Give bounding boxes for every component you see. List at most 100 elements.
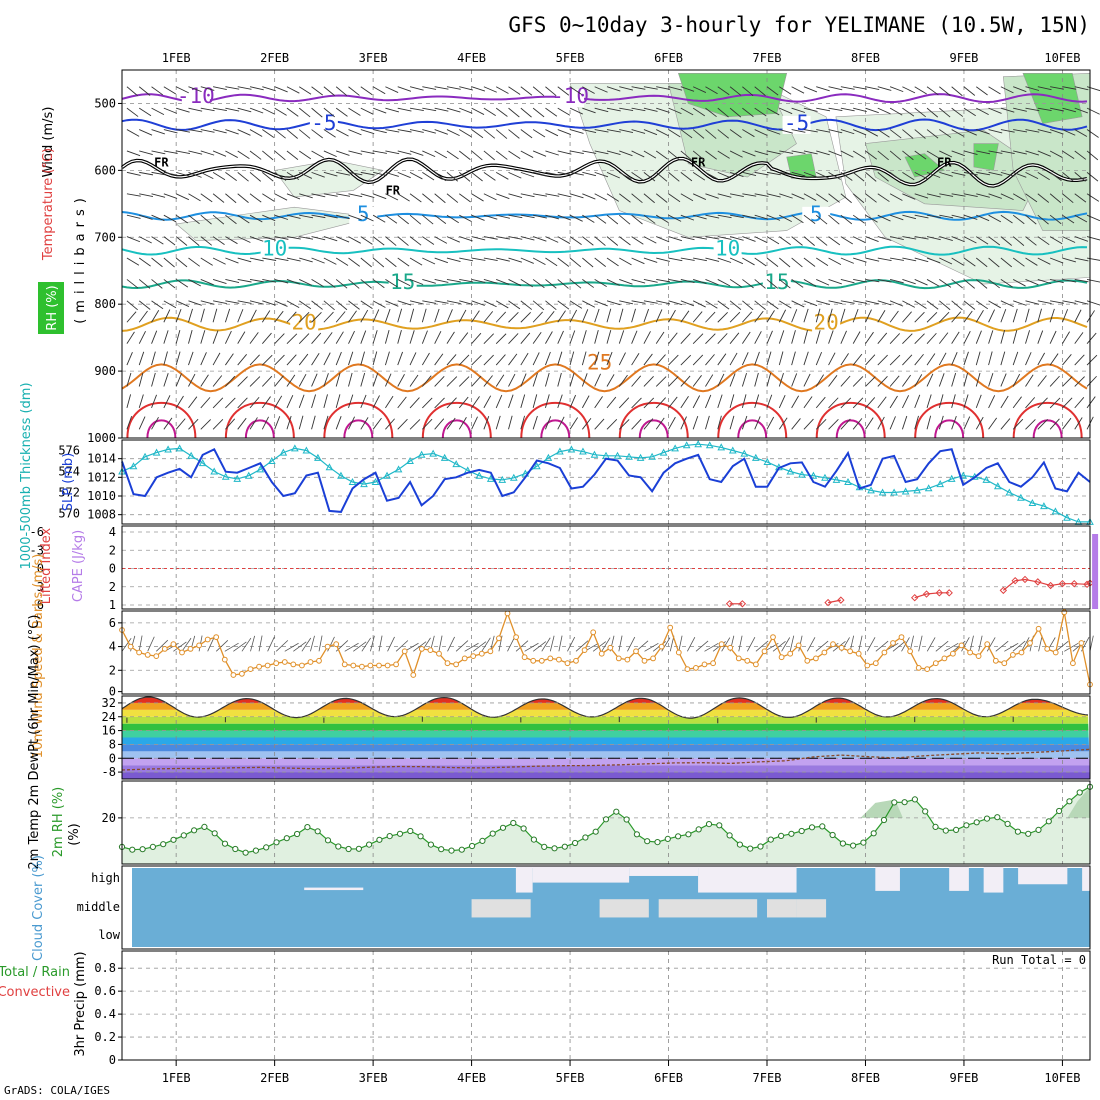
upper-wind-barb [188, 236, 200, 246]
upper-wind-barb [422, 278, 436, 284]
upper-wind-barb [852, 308, 859, 323]
upper-wind-barb [594, 257, 606, 267]
freezing-level-label: FR [691, 155, 706, 169]
upper-wind-barb [126, 331, 135, 344]
upper-wind-barb [471, 236, 486, 241]
upper-wind-barb [582, 214, 595, 223]
upper-wind-barb [631, 214, 643, 225]
upper-wind-barb [889, 300, 904, 307]
upper-wind-barb [951, 236, 965, 243]
upper-wind-barb [176, 171, 190, 177]
isotherm-label-bg [556, 89, 585, 108]
cloud-middle-block [599, 899, 649, 918]
wind10m-speed-marker [487, 648, 494, 655]
upper-wind-barb [545, 394, 550, 409]
wind10m-barb [575, 640, 589, 652]
upper-wind-barb [963, 236, 977, 244]
isotherm-35-loop [737, 419, 768, 439]
upper-wind-barb [1049, 214, 1062, 225]
upper-wind-barb [569, 193, 584, 199]
upper-wind-barb [717, 279, 731, 287]
upper-wind-barb [262, 278, 277, 283]
upper-wind-barb [877, 86, 892, 91]
upper-wind-barb [939, 107, 951, 118]
upper-wind-barb [729, 373, 736, 387]
upper-wind-barb [286, 86, 300, 94]
upper-wind-barb [1025, 279, 1039, 286]
upper-wind-barb [951, 193, 966, 197]
rh2m-marker [541, 843, 548, 851]
upper-wind-barb [914, 394, 921, 409]
wind10m-barb [978, 635, 983, 652]
upper-wind-barb [951, 86, 963, 97]
isotherm-label-bg [782, 115, 811, 134]
upper-wind-barb [791, 107, 806, 113]
upper-wind-barb [139, 129, 153, 136]
thickness-marker [959, 471, 968, 479]
upper-wind-barb [212, 171, 226, 181]
upper-wind-barb [668, 278, 683, 283]
lifted-index-marker [1058, 580, 1067, 588]
rh2m-marker [778, 832, 785, 840]
temp-color-band [122, 772, 1090, 779]
isotherm-label: 20 [292, 310, 317, 334]
wind10m-barb [507, 636, 516, 652]
upper-wind-barb [914, 107, 926, 118]
upper-wind-barb [680, 214, 695, 221]
upper-wind-barb [151, 193, 166, 198]
wind10m-speed-marker [693, 665, 699, 671]
upper-wind-barb [225, 193, 237, 204]
upper-wind-barb [532, 279, 545, 289]
upper-wind-barb [163, 214, 177, 223]
upper-wind-barb [692, 375, 702, 387]
upper-wind-barb [803, 418, 814, 430]
upper-wind-barb [680, 395, 689, 409]
thickness-slp-frame [121, 439, 1091, 525]
upper-wind-barb [175, 236, 188, 246]
upper-wind-barb [1013, 86, 1027, 93]
upper-wind-barb [532, 257, 546, 266]
wind10m-speed-marker [992, 657, 999, 664]
upper-wind-barb [606, 86, 621, 92]
li-tick-label: 3 [37, 580, 44, 594]
y-tick-label: 1010 [87, 489, 116, 503]
wind10m-barb [892, 640, 906, 652]
thickness-marker [198, 459, 207, 467]
thickness-marker [1040, 502, 1048, 510]
cloud-row-label: low [98, 928, 120, 942]
upper-wind-barb [323, 150, 337, 158]
upper-wind-barb [249, 332, 259, 344]
upper-wind-barb [582, 171, 597, 177]
upper-wind-barb [582, 279, 595, 288]
upper-wind-barb [508, 333, 519, 344]
thickness-marker [1063, 513, 1071, 521]
wind10m-speed-marker [915, 665, 922, 671]
upper-wind-barb [668, 172, 680, 182]
rh2m-unit: (%) [67, 823, 82, 846]
upper-wind-barb [791, 418, 801, 430]
isotherm-label-bg [585, 355, 614, 374]
wind10m-barb [395, 640, 409, 652]
rh2m-marker [664, 835, 671, 843]
upper-wind-barb [951, 352, 958, 366]
upper-wind-barb [803, 279, 817, 287]
upper-wind-barb [495, 129, 508, 139]
upper-wind-barb [705, 415, 710, 430]
upper-wind-barb [1049, 375, 1060, 387]
upper-wind-barb [643, 300, 658, 304]
wind10m-speed-marker [598, 650, 605, 657]
wind10m-barb [601, 637, 611, 652]
wind10m-speed-marker [813, 655, 819, 662]
upper-wind-barb [963, 372, 969, 387]
upper-wind-barb [693, 278, 707, 284]
upper-wind-barb [299, 236, 314, 240]
wind10m-speed-marker [624, 656, 631, 663]
y-tick-label: 900 [94, 364, 116, 378]
upper-wind-barb [385, 279, 398, 288]
upper-wind-barb [409, 107, 424, 112]
upper-wind-barb [225, 150, 238, 158]
rh2m-marker [252, 847, 259, 854]
upper-wind-barb [939, 150, 953, 158]
isotherm-label: -10 [551, 84, 589, 108]
upper-wind-barb [852, 236, 866, 244]
